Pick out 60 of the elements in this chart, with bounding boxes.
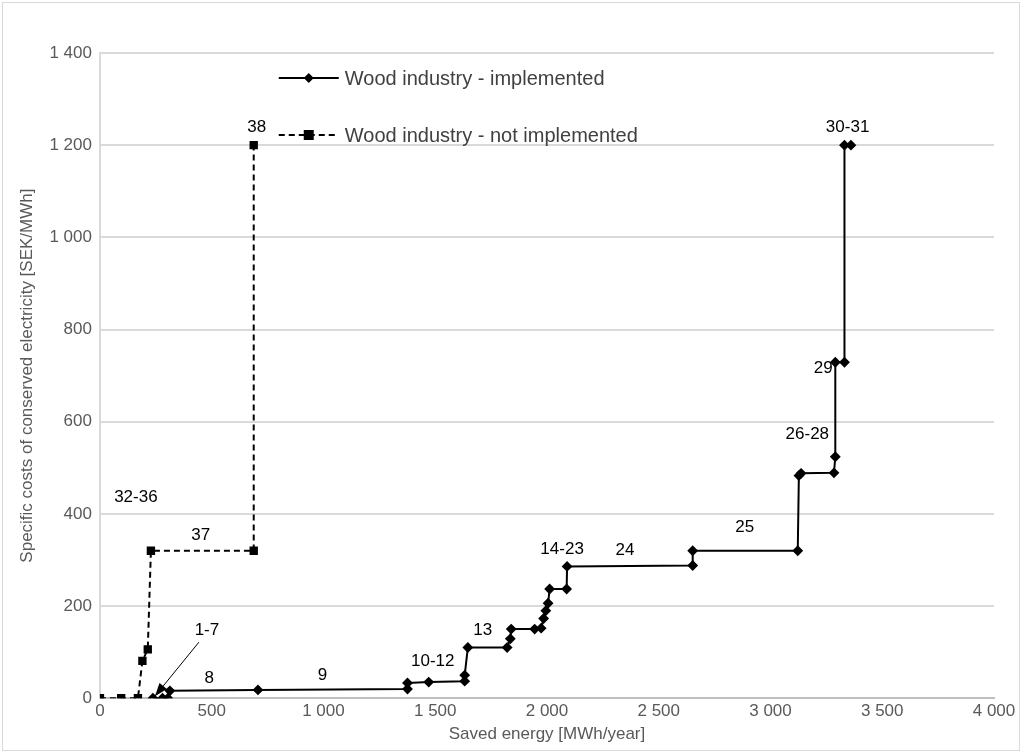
x-tick-label: 3 000 xyxy=(749,701,792,721)
annotation: 26-28 xyxy=(785,424,830,444)
point xyxy=(252,684,263,695)
annotation: 37 xyxy=(191,525,211,545)
y-axis-title: Specific costs of conserved electricity [SEK/MWh] xyxy=(16,188,36,563)
point xyxy=(423,677,434,688)
annotation: 1-7 xyxy=(194,619,220,639)
point xyxy=(540,605,551,616)
y-tick-label: 400 xyxy=(63,503,92,523)
x-tick-label: 3 500 xyxy=(860,701,904,721)
annotation: 32-36 xyxy=(114,487,158,507)
point xyxy=(505,633,516,644)
point xyxy=(830,451,841,462)
y-tick-label: 1 200 xyxy=(49,134,92,154)
x-tick-label: 0 xyxy=(95,701,105,721)
point xyxy=(687,560,698,571)
point xyxy=(506,624,517,635)
x-tick-label: 1 000 xyxy=(302,701,345,721)
point xyxy=(143,645,152,654)
point xyxy=(687,545,698,556)
annotation: 14-23 xyxy=(540,539,584,559)
point xyxy=(138,656,147,666)
legend-label: Wood industry - implemented xyxy=(344,66,605,89)
annotation: 9 xyxy=(317,665,328,685)
y-tick-label: 1 400 xyxy=(49,42,92,62)
point xyxy=(249,140,258,150)
annotation: 13 xyxy=(473,620,493,640)
x-tick-label: 500 xyxy=(197,701,226,721)
annotation: 38 xyxy=(247,116,267,136)
x-tick-label: 1 500 xyxy=(413,701,457,721)
x-tick-label: 2 500 xyxy=(637,701,680,721)
y-tick-label: 0 xyxy=(82,687,92,707)
y-tick-label: 600 xyxy=(63,411,92,431)
point xyxy=(249,546,258,555)
point xyxy=(164,685,175,696)
x-tick-label: 4 000 xyxy=(972,701,1016,721)
point xyxy=(544,583,555,594)
y-tick-label: 200 xyxy=(63,595,92,615)
point xyxy=(502,642,513,653)
x-axis-title: Saved energy [MWh/year] xyxy=(448,724,646,744)
point xyxy=(828,467,839,478)
point xyxy=(562,561,573,572)
y-tick-label: 1 000 xyxy=(49,227,92,247)
annotation: 25 xyxy=(735,517,755,537)
point xyxy=(792,545,803,556)
point xyxy=(462,642,473,653)
annotation: 10-12 xyxy=(410,650,455,670)
point xyxy=(538,613,549,624)
y-tick-label: 800 xyxy=(63,319,92,339)
annotation: 8 xyxy=(204,668,214,688)
point xyxy=(536,623,547,634)
annotation: 30-31 xyxy=(825,116,870,136)
point xyxy=(839,357,850,368)
annotation: 24 xyxy=(615,539,635,559)
legend-label: Wood industry - not implemented xyxy=(344,123,638,146)
point xyxy=(561,583,572,594)
annotation: 29 xyxy=(813,357,833,377)
x-tick-label: 2 000 xyxy=(525,701,569,721)
point xyxy=(543,598,554,609)
point xyxy=(146,546,156,555)
